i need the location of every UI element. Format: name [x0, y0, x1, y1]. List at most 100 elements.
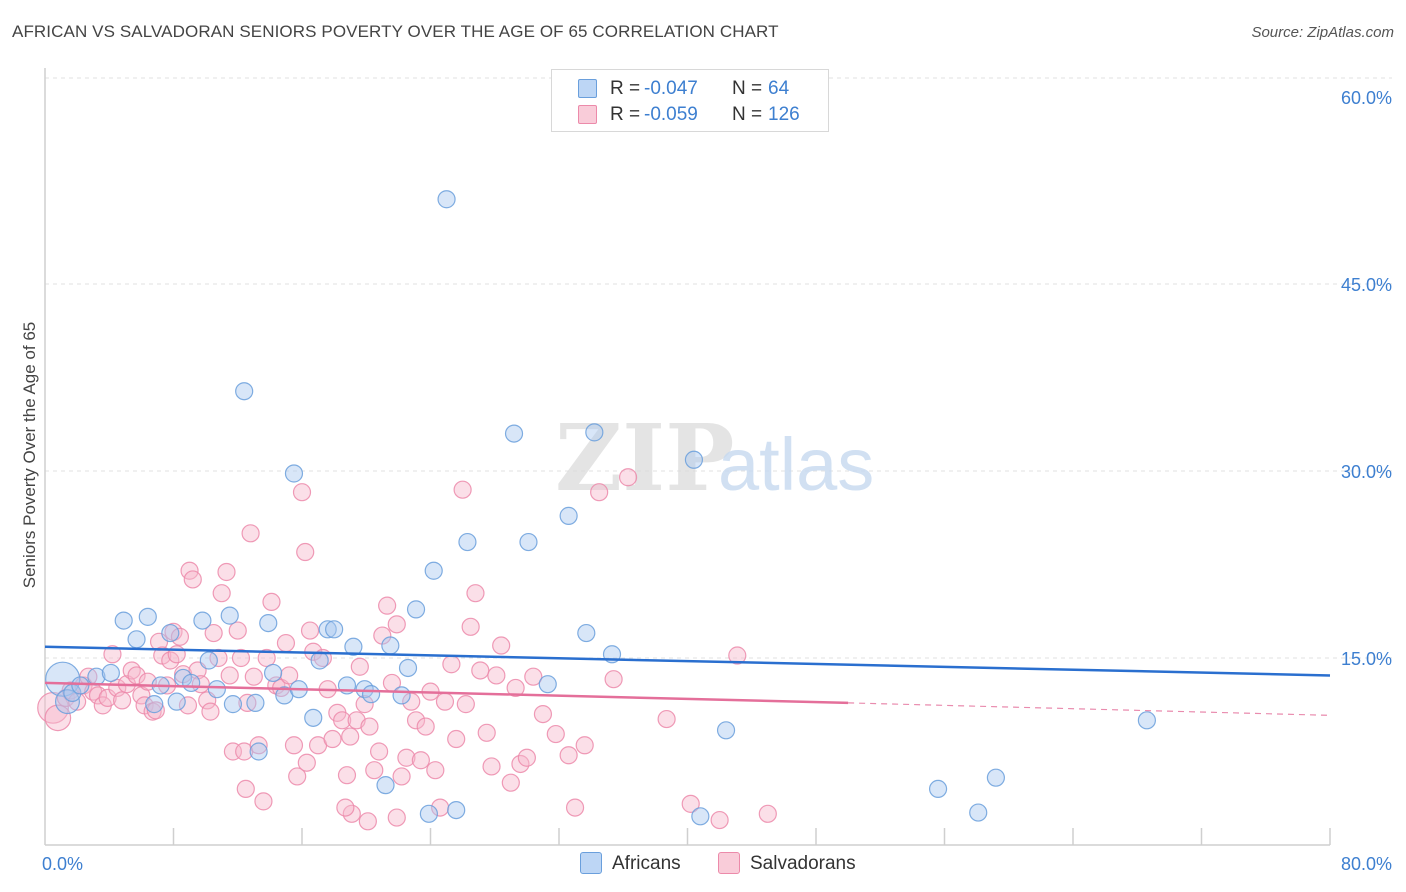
- salvadorans-legend-swatch: [718, 852, 740, 874]
- legend-row-africans: R = -0.047 N = 64: [552, 75, 828, 101]
- african-point: [361, 685, 381, 704]
- salvadoran-point: [517, 748, 536, 767]
- africans-points: [45, 190, 1156, 826]
- salvadoran-point: [461, 617, 480, 636]
- salvadoran-point: [323, 729, 342, 749]
- african-point: [199, 651, 218, 670]
- african-point: [54, 689, 80, 715]
- salvadoran-point: [378, 596, 397, 615]
- african-point: [392, 686, 411, 705]
- salvadorans-trend-extension: [848, 702, 1331, 716]
- salvadorans-legend-label: Salvadorans: [750, 853, 856, 874]
- salvadoran-point: [336, 798, 355, 817]
- y-tick-label: 30.0%: [1341, 462, 1392, 482]
- salvadoran-point: [103, 645, 122, 664]
- african-point: [235, 382, 254, 401]
- african-point: [406, 600, 426, 619]
- african-point: [559, 506, 578, 525]
- salvadoran-point: [112, 691, 132, 710]
- salvadoran-point: [416, 717, 435, 736]
- salvadoran-point: [506, 678, 525, 698]
- x-tick-label: 0.0%: [42, 854, 83, 874]
- salvadoran-point: [411, 751, 430, 770]
- chart-title: AFRICAN VS SALVADORAN SENIORS POVERTY OV…: [12, 22, 779, 41]
- african-point: [318, 620, 337, 639]
- african-point: [577, 623, 596, 643]
- salvadoran-point: [231, 648, 251, 668]
- salvadoran-point: [710, 810, 729, 830]
- salvadoran-point: [358, 812, 377, 831]
- legend-r-label: R =: [610, 78, 641, 99]
- salvadoran-point: [466, 584, 485, 603]
- african-point: [101, 663, 120, 683]
- salvadoran-point: [127, 666, 146, 685]
- salvadoran-point: [201, 702, 220, 721]
- african-point: [969, 803, 988, 822]
- african-point: [207, 680, 226, 699]
- salvadorans-swatch: [578, 105, 597, 124]
- salvadoran-point: [292, 483, 312, 502]
- african-point: [161, 623, 180, 643]
- salvadoran-point: [257, 648, 276, 668]
- african-point: [145, 695, 164, 714]
- salvadoran-point: [337, 766, 357, 785]
- african-point: [424, 561, 443, 580]
- salvadoran-point: [333, 711, 352, 730]
- salvadoran-point: [236, 779, 255, 799]
- salvadoran-point: [262, 592, 281, 612]
- salvadoran-point: [167, 645, 186, 664]
- salvadoran-point: [546, 724, 565, 744]
- salvadoran-point: [146, 701, 165, 720]
- salvadoran-point: [297, 753, 316, 772]
- salvadoran-point: [98, 688, 117, 707]
- salvadoran-point: [350, 657, 369, 676]
- african-point: [716, 721, 736, 740]
- salvadoran-point: [559, 746, 578, 765]
- salvadoran-point: [471, 661, 490, 680]
- salvadoran-point: [355, 695, 374, 714]
- african-point: [691, 807, 710, 826]
- salvadoran-point: [44, 704, 72, 732]
- african-point: [71, 676, 90, 695]
- salvadoran-point: [426, 761, 445, 780]
- source-label: Source: ZipAtlas.com: [1251, 24, 1394, 41]
- legend-n-label: N =: [732, 78, 763, 99]
- african-point: [325, 620, 344, 639]
- african-point: [310, 651, 329, 670]
- african-point: [193, 611, 212, 630]
- salvadoran-point: [406, 711, 426, 730]
- africans-legend-label: Africans: [612, 853, 681, 874]
- salvadoran-point: [217, 562, 236, 582]
- salvadoran-point: [565, 798, 585, 817]
- salvadoran-point: [178, 696, 198, 715]
- african-point: [381, 636, 400, 655]
- african-point: [167, 692, 186, 711]
- x-tick-label: 80.0%: [1341, 854, 1392, 874]
- legend-n-value: 64: [768, 78, 790, 99]
- salvadoran-point: [590, 483, 609, 502]
- africans-trend-line: [44, 645, 1331, 677]
- salvadoran-point: [533, 704, 553, 724]
- african-point: [182, 673, 201, 693]
- salvadoran-point: [501, 773, 520, 792]
- african-point: [223, 695, 243, 714]
- salvadoran-point: [397, 748, 416, 767]
- african-point: [259, 613, 278, 633]
- african-point: [419, 804, 438, 823]
- salvadoran-point: [204, 623, 223, 643]
- tick-labels: 15.0% 30.0% 45.0% 60.0% 0.0% 80.0%: [42, 88, 1392, 874]
- watermark-atlas: atlas: [718, 423, 874, 506]
- salvadoran-point: [341, 727, 360, 746]
- salvadoran-point: [604, 670, 623, 689]
- salvadoran-point: [249, 736, 268, 755]
- african-point: [684, 450, 704, 469]
- african-point: [246, 693, 265, 712]
- african-point: [585, 423, 604, 442]
- legend-r-value: -0.059: [644, 104, 698, 125]
- salvadoran-point: [244, 667, 263, 686]
- african-point: [127, 630, 146, 649]
- african-point: [1137, 711, 1156, 730]
- salvadoran-point: [170, 627, 190, 646]
- salvadoran-point: [296, 542, 315, 562]
